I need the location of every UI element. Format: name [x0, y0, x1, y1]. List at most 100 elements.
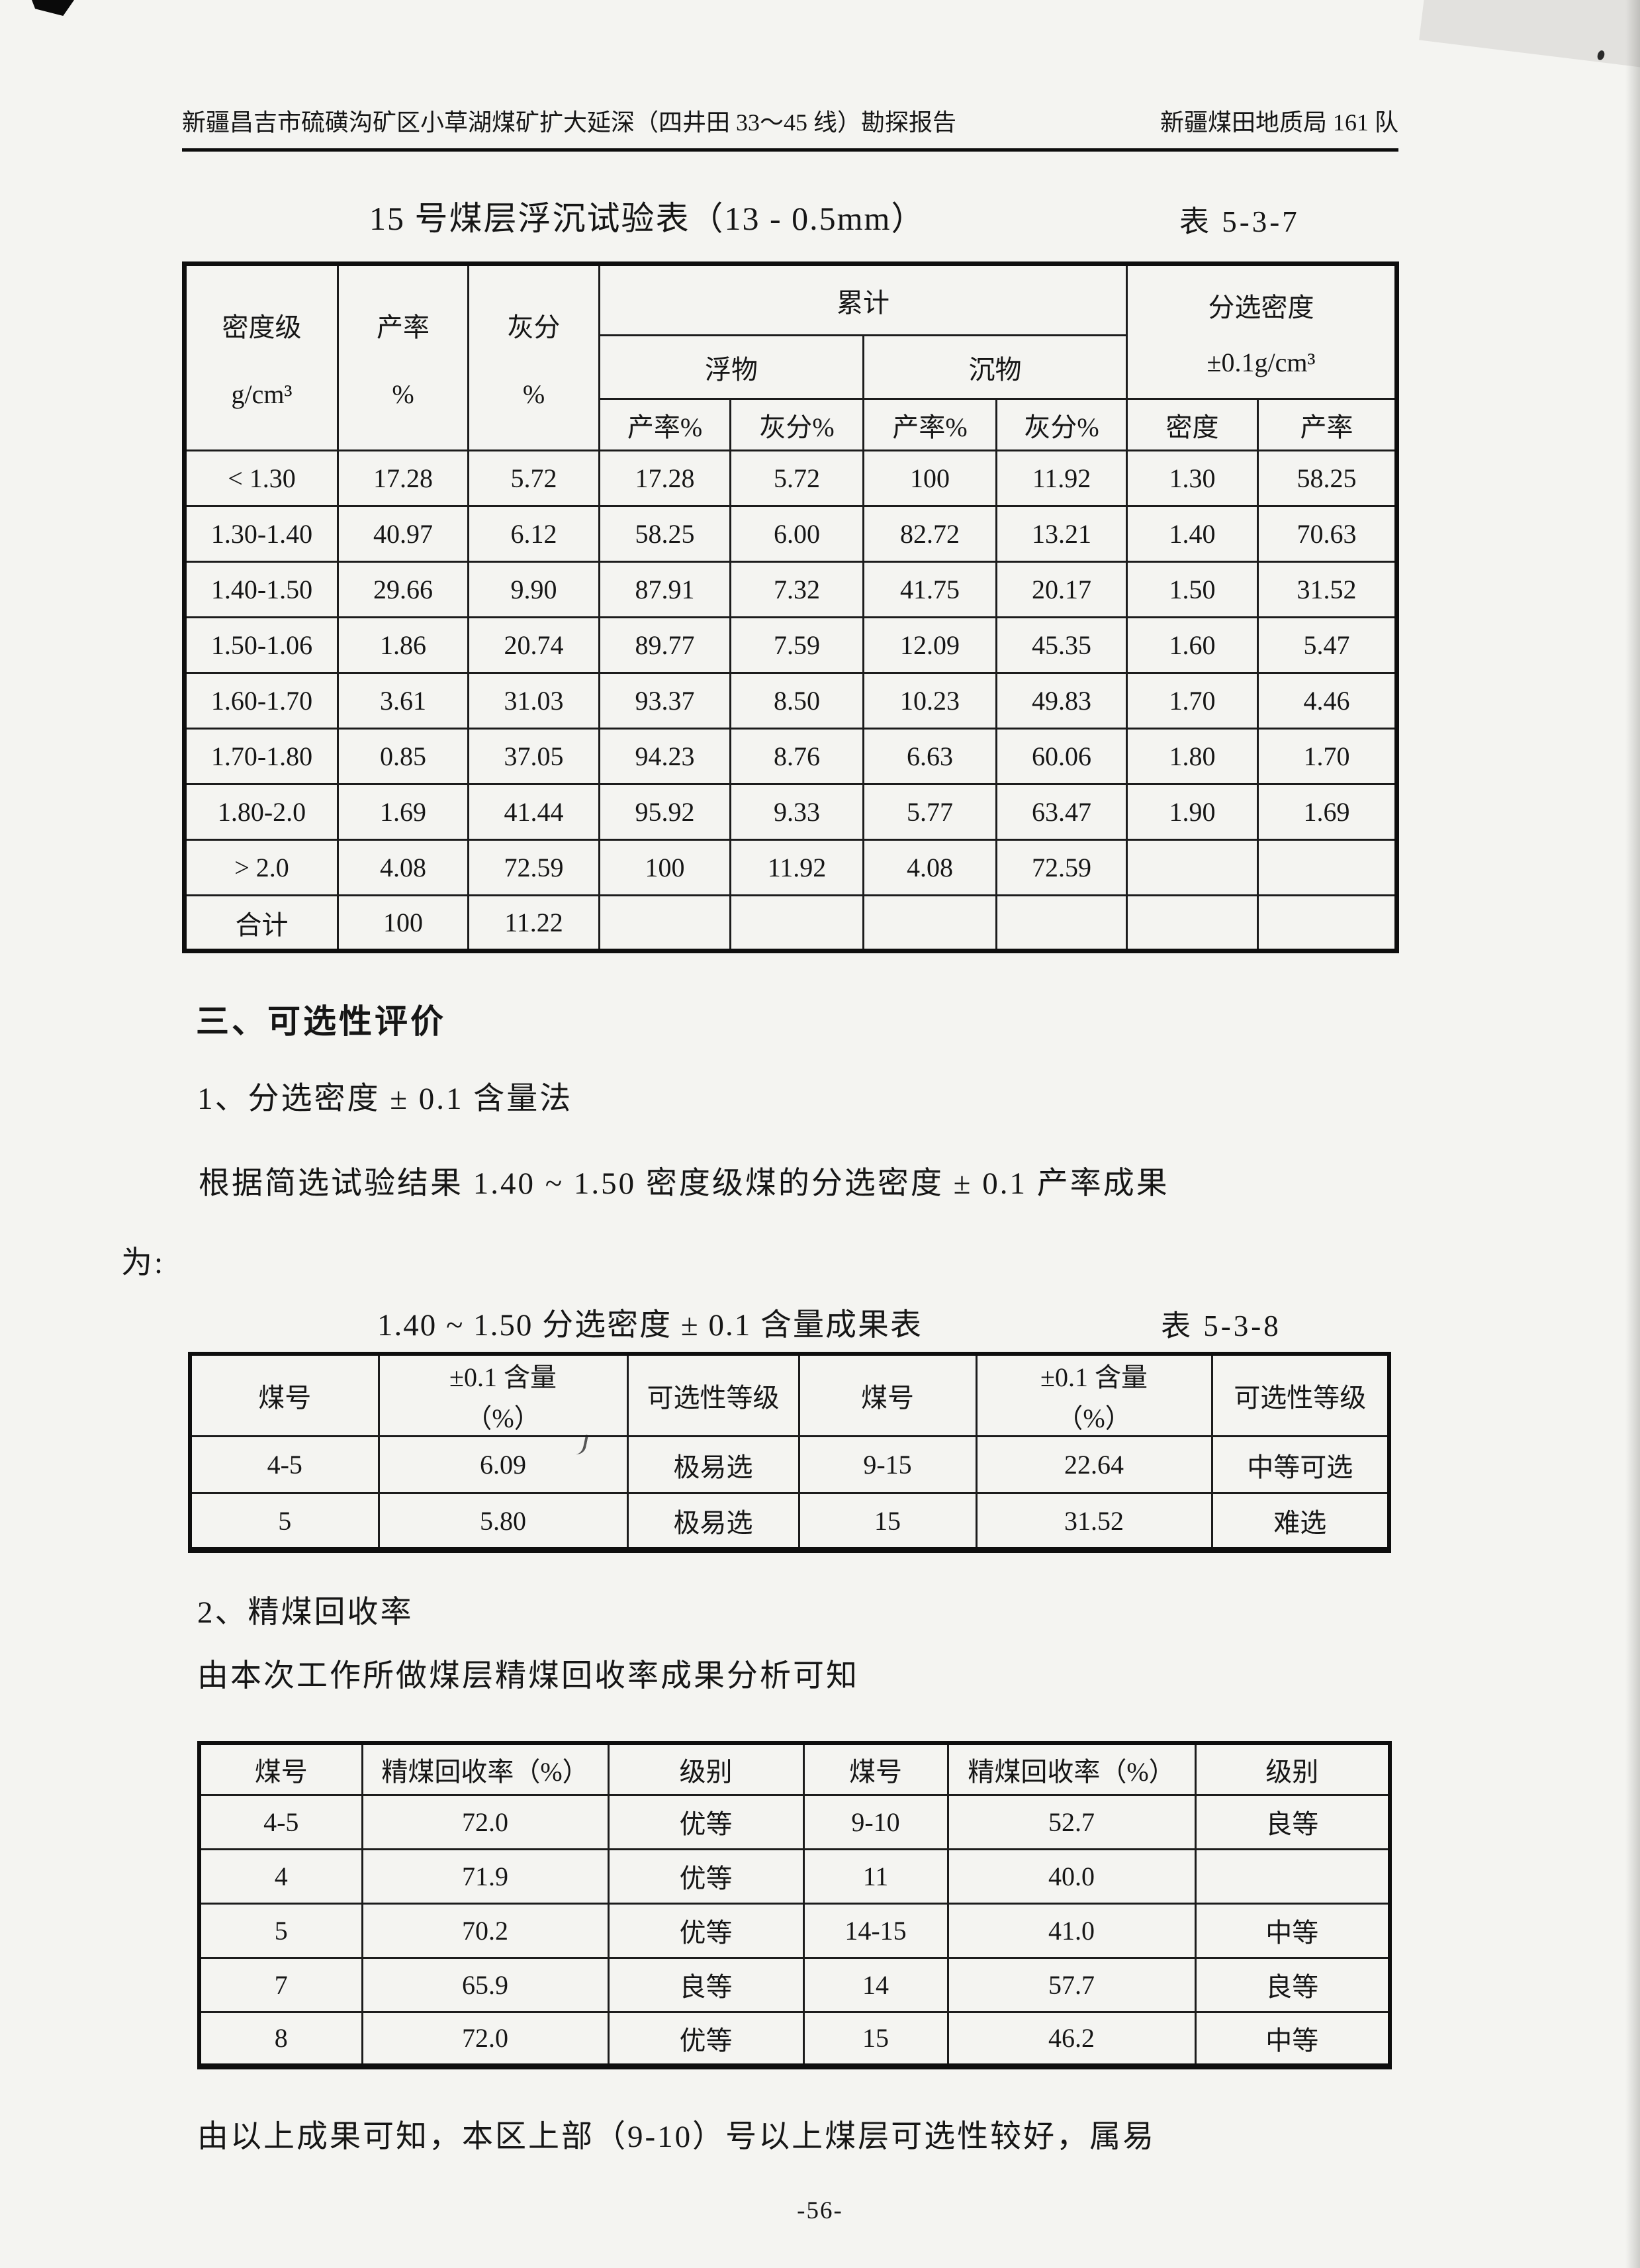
t1-cell: 8.76	[729, 728, 864, 785]
float-sink-test-table: 密度级 g/cm³ 产率 % 灰分 % 累计 分选密度 ±0.1g/cm³ 浮物…	[182, 261, 1399, 953]
t1-cell: 11.22	[467, 894, 600, 952]
t1-header-density-grade: 密度级 g/cm³	[183, 263, 339, 451]
t1-cell: 37.05	[467, 728, 600, 785]
table-row: 4 71.9 优等 11 40.0	[198, 1848, 1391, 1905]
t3-cell: 72.0	[361, 1793, 610, 1850]
t2-cell: 极易选	[626, 1435, 800, 1494]
t1-header-sep-density: 密度	[1126, 398, 1259, 451]
t1-cell	[862, 894, 997, 952]
t2-header-content: ±0.1 含量 （%）	[377, 1352, 629, 1437]
table-row: < 1.30 17.28 5.72 17.28 5.72 100 11.92 1…	[183, 449, 1398, 507]
t1-cell: 5.72	[729, 449, 864, 507]
table-row: 1.30-1.40 40.97 6.12 58.25 6.00 82.72 13…	[183, 505, 1398, 563]
t1-cell	[1257, 894, 1398, 952]
t1-header-ash-unit: %	[522, 379, 545, 409]
separation-density-content-table: 煤号 ±0.1 含量 （%） 可选性等级 煤号 ±0.1 含量 （%） 可选性等…	[188, 1352, 1391, 1553]
t2-cell: 31.52	[975, 1492, 1213, 1551]
table-row: 1.70-1.80 0.85 37.05 94.23 8.76 6.63 60.…	[183, 728, 1398, 785]
t1-cell: 45.35	[995, 616, 1128, 674]
t1-header-sep-yield: 产率	[1257, 398, 1398, 451]
t2-header-content-2: ±0.1 含量 （%）	[975, 1352, 1213, 1437]
t3-cell: 优等	[607, 1848, 805, 1905]
t1-header-row-3: 产率% 灰分% 产率% 灰分% 密度 产率	[185, 398, 1398, 451]
t2-header-coal: 煤号	[189, 1352, 380, 1437]
t1-header-sink: 沉物	[862, 334, 1128, 400]
t1-cell: 1.40	[1126, 505, 1259, 563]
t1-cell: 41.75	[862, 561, 997, 618]
t1-cell: 6.00	[729, 505, 864, 563]
t3-header-recovery-2: 精煤回收率（%）	[946, 1742, 1197, 1796]
t1-cell: 5.47	[1257, 616, 1398, 674]
table-row: 4-5 6.09 极易选 9-15 22.64 中等可选	[189, 1435, 1390, 1494]
t1-row-label: > 2.0	[183, 839, 339, 896]
t2-cell: 9-15	[797, 1435, 978, 1494]
t2-header-grade: 可选性等级	[626, 1352, 800, 1437]
t1-cell: 8.50	[729, 672, 864, 730]
t3-cell: 良等	[607, 1956, 805, 2013]
t1-cell: 63.47	[995, 783, 1128, 841]
t2-cell: 中等可选	[1210, 1435, 1390, 1494]
t1-cell: 1.70	[1257, 728, 1398, 785]
t2-header-content-unit-2: （%）	[1056, 1403, 1132, 1433]
t1-cell	[995, 894, 1128, 952]
t1-cell: 31.03	[467, 672, 600, 730]
t1-cell: 11.92	[729, 839, 864, 896]
t1-header-sink-yield: 产率%	[862, 398, 997, 451]
t1-cell: 100	[862, 449, 997, 507]
t3-header-row: 煤号 精煤回收率（%） 级别 煤号 精煤回收率（%） 级别	[198, 1742, 1391, 1796]
t3-cell: 41.0	[946, 1902, 1197, 1959]
t1-cell: 1.60	[1126, 616, 1259, 674]
t1-header-float-yield: 产率%	[598, 398, 731, 451]
t1-cell	[598, 894, 731, 952]
t3-cell: 优等	[607, 2010, 805, 2067]
t1-row-label: 1.70-1.80	[183, 728, 339, 785]
t3-header-coal-2: 煤号	[802, 1742, 949, 1796]
t1-cell: 6.12	[467, 505, 600, 563]
t1-header-yield: 产率 %	[337, 263, 469, 451]
clean-coal-recovery-table: 煤号 精煤回收率（%） 级别 煤号 精煤回收率（%） 级别 4-5 72.0 优…	[197, 1741, 1392, 2069]
t1-cell: 4.46	[1257, 672, 1398, 730]
t1-cell: 20.17	[995, 561, 1128, 618]
t2-header-content-unit: （%）	[465, 1403, 541, 1433]
t1-header-ash-text: 灰分	[507, 312, 561, 342]
t1-header-separation-density: 分选密度 ±0.1g/cm³	[1126, 263, 1398, 400]
t1-cell: 29.66	[337, 561, 469, 618]
t3-header-grade: 级别	[607, 1742, 805, 1796]
table2-number-label: 表 5-3-8	[1161, 1309, 1281, 1343]
page-header: 新疆昌吉市硫磺沟矿区小草湖煤矿扩大延深（四井田 33～45 线）勘探报告 新疆煤…	[182, 103, 1398, 152]
t1-cell: 72.59	[995, 839, 1128, 896]
t2-header-content-text: ±0.1 含量	[449, 1362, 557, 1392]
t3-cell: 15	[802, 2010, 949, 2067]
t1-row-label: < 1.30	[183, 449, 339, 507]
table-row: 5 5.80 极易选 15 31.52 难选	[189, 1492, 1390, 1551]
t1-header-ash: 灰分 %	[467, 263, 600, 451]
t3-cell: 5	[198, 1902, 363, 1959]
t3-header-coal: 煤号	[198, 1742, 363, 1796]
t3-cell: 57.7	[946, 1956, 1197, 2013]
t1-cell: 7.59	[729, 616, 864, 674]
t2-header-row: 煤号 ±0.1 含量 （%） 可选性等级 煤号 ±0.1 含量 （%） 可选性等…	[189, 1352, 1390, 1437]
t1-cell: 0.85	[337, 728, 469, 785]
t1-row-label: 1.60-1.70	[183, 672, 339, 730]
t1-cell	[1126, 894, 1259, 952]
t1-cell: 87.91	[598, 561, 731, 618]
t1-cell: 17.28	[337, 449, 469, 507]
t3-cell: 7	[198, 1956, 363, 2013]
t1-cell: 5.72	[467, 449, 600, 507]
t1-cell: 17.28	[598, 449, 731, 507]
t1-cell: 10.23	[862, 672, 997, 730]
table1-number-label: 表 5-3-7	[1179, 205, 1300, 238]
t1-cell: 5.77	[862, 783, 997, 841]
t1-cell: 93.37	[598, 672, 731, 730]
t2-cell: 极易选	[626, 1492, 800, 1551]
t1-cell: 89.77	[598, 616, 731, 674]
header-report-title: 新疆昌吉市硫磺沟矿区小草湖煤矿扩大延深（四井田 33～45 线）勘探报告	[182, 109, 957, 136]
t1-cell: 12.09	[862, 616, 997, 674]
t1-cell: 4.08	[337, 839, 469, 896]
t2-cell: 难选	[1210, 1492, 1390, 1551]
t1-cell: 9.90	[467, 561, 600, 618]
t1-cell: 41.44	[467, 783, 600, 841]
t3-cell: 8	[198, 2010, 363, 2067]
table-row: 4-5 72.0 优等 9-10 52.7 良等	[198, 1793, 1391, 1850]
t1-header-density-unit: g/cm³	[231, 379, 293, 409]
